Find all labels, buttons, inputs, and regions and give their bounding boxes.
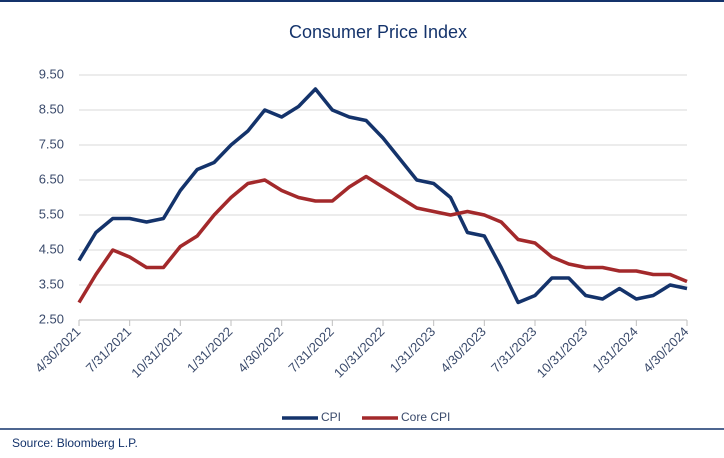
x-tick-label: 7/31/2021 (83, 324, 135, 376)
x-tick-label: 1/31/2023 (387, 324, 439, 376)
y-tick-label: 9.50 (39, 66, 64, 81)
y-tick-label: 7.50 (39, 136, 64, 151)
y-tick-label: 5.50 (39, 206, 64, 221)
y-tick-label: 6.50 (39, 171, 64, 186)
y-tick-label: 4.50 (39, 241, 64, 256)
x-tick-label: 4/30/2021 (32, 324, 84, 376)
x-tick-label: 4/30/2024 (640, 324, 692, 376)
x-tick-label: 4/30/2023 (437, 324, 489, 376)
x-tick-label: 1/31/2024 (589, 324, 641, 376)
legend-label: CPI (321, 410, 341, 424)
series-line (77, 174, 688, 304)
x-tick-label: 10/31/2022 (331, 324, 388, 381)
y-tick-label: 8.50 (39, 101, 64, 116)
series-line (77, 87, 688, 305)
x-tick-label: 7/31/2023 (488, 324, 540, 376)
legend-label: Core CPI (401, 410, 450, 424)
x-tick-label: 10/31/2021 (128, 324, 185, 381)
y-tick-label: 3.50 (39, 276, 64, 291)
y-tick-label: 2.50 (39, 311, 64, 326)
x-tick-label: 4/30/2022 (235, 324, 287, 376)
source-note: Source: Bloomberg L.P. (12, 436, 138, 450)
x-tick-label: 10/31/2023 (534, 324, 591, 381)
x-tick-label: 7/31/2022 (285, 324, 337, 376)
x-tick-label: 1/31/2022 (184, 324, 236, 376)
chart-title: Consumer Price Index (289, 22, 467, 42)
